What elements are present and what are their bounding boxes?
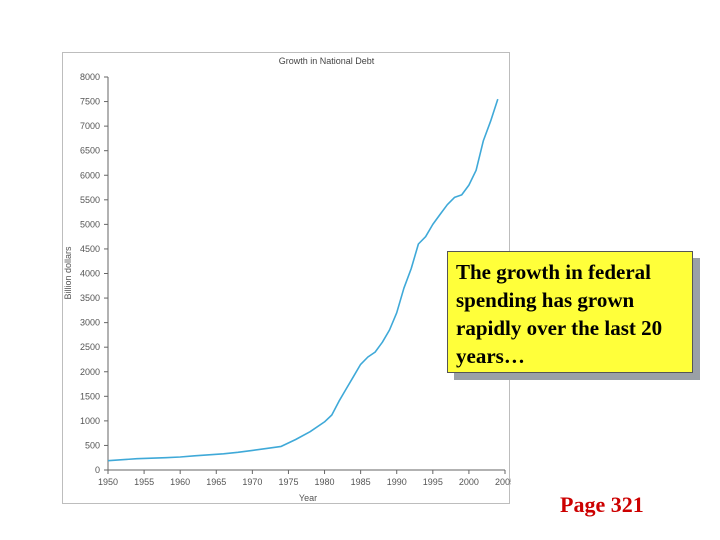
debt-line-chart: 0 500 1000 1500 2000 2500 3000 3500 4000 4500 5000…	[63, 56, 511, 503]
callout-text: The growth in federal spending has grown…	[456, 260, 663, 368]
y-tick-label: 2000	[80, 367, 100, 377]
x-tick-label: 1995	[423, 477, 443, 487]
callout-box: The growth in federal spending has grown…	[447, 251, 693, 373]
y-axis-title: Billion dollars	[63, 246, 73, 300]
y-tick-label: 8000	[80, 72, 100, 82]
y-tick-label: 0	[95, 465, 100, 475]
chart-title: Growth in National Debt	[279, 56, 375, 66]
y-tick-label: 2500	[80, 342, 100, 352]
y-tick-label: 3500	[80, 293, 100, 303]
y-tick-label: 4000	[80, 269, 100, 279]
x-tick-label: 1955	[134, 477, 154, 487]
page-reference: Page 321	[560, 492, 644, 517]
y-tick-label: 6500	[80, 146, 100, 156]
y-tick-label: 4500	[80, 244, 100, 254]
x-axis-title: Year	[299, 493, 317, 503]
x-tick-label: 1950	[98, 477, 118, 487]
x-tick-label: 1970	[242, 477, 262, 487]
x-tick-label: 2005	[495, 477, 511, 487]
y-tick-label: 1500	[80, 391, 100, 401]
national-debt-series-line	[107, 98, 499, 462]
x-tick-label: 2000	[459, 477, 479, 487]
x-tick-label: 1990	[387, 477, 407, 487]
y-tick-label: 6000	[80, 170, 100, 180]
x-tick-label: 1980	[315, 477, 335, 487]
x-tick-label: 1975	[278, 477, 298, 487]
y-tick-label: 3000	[80, 318, 100, 328]
x-tick-label: 1960	[170, 477, 190, 487]
x-tick-label: 1985	[351, 477, 371, 487]
y-tick-label: 7000	[80, 121, 100, 131]
x-tick-label: 1965	[206, 477, 226, 487]
chart-panel: 0 500 1000 1500 2000 2500 3000 3500 4000 4500 5000…	[62, 52, 511, 504]
y-tick-label: 5500	[80, 195, 100, 205]
y-tick-label: 500	[85, 440, 100, 450]
y-tick-label: 1000	[80, 416, 100, 426]
y-tick-label: 7500	[80, 97, 100, 107]
y-tick-label: 5000	[80, 219, 100, 229]
